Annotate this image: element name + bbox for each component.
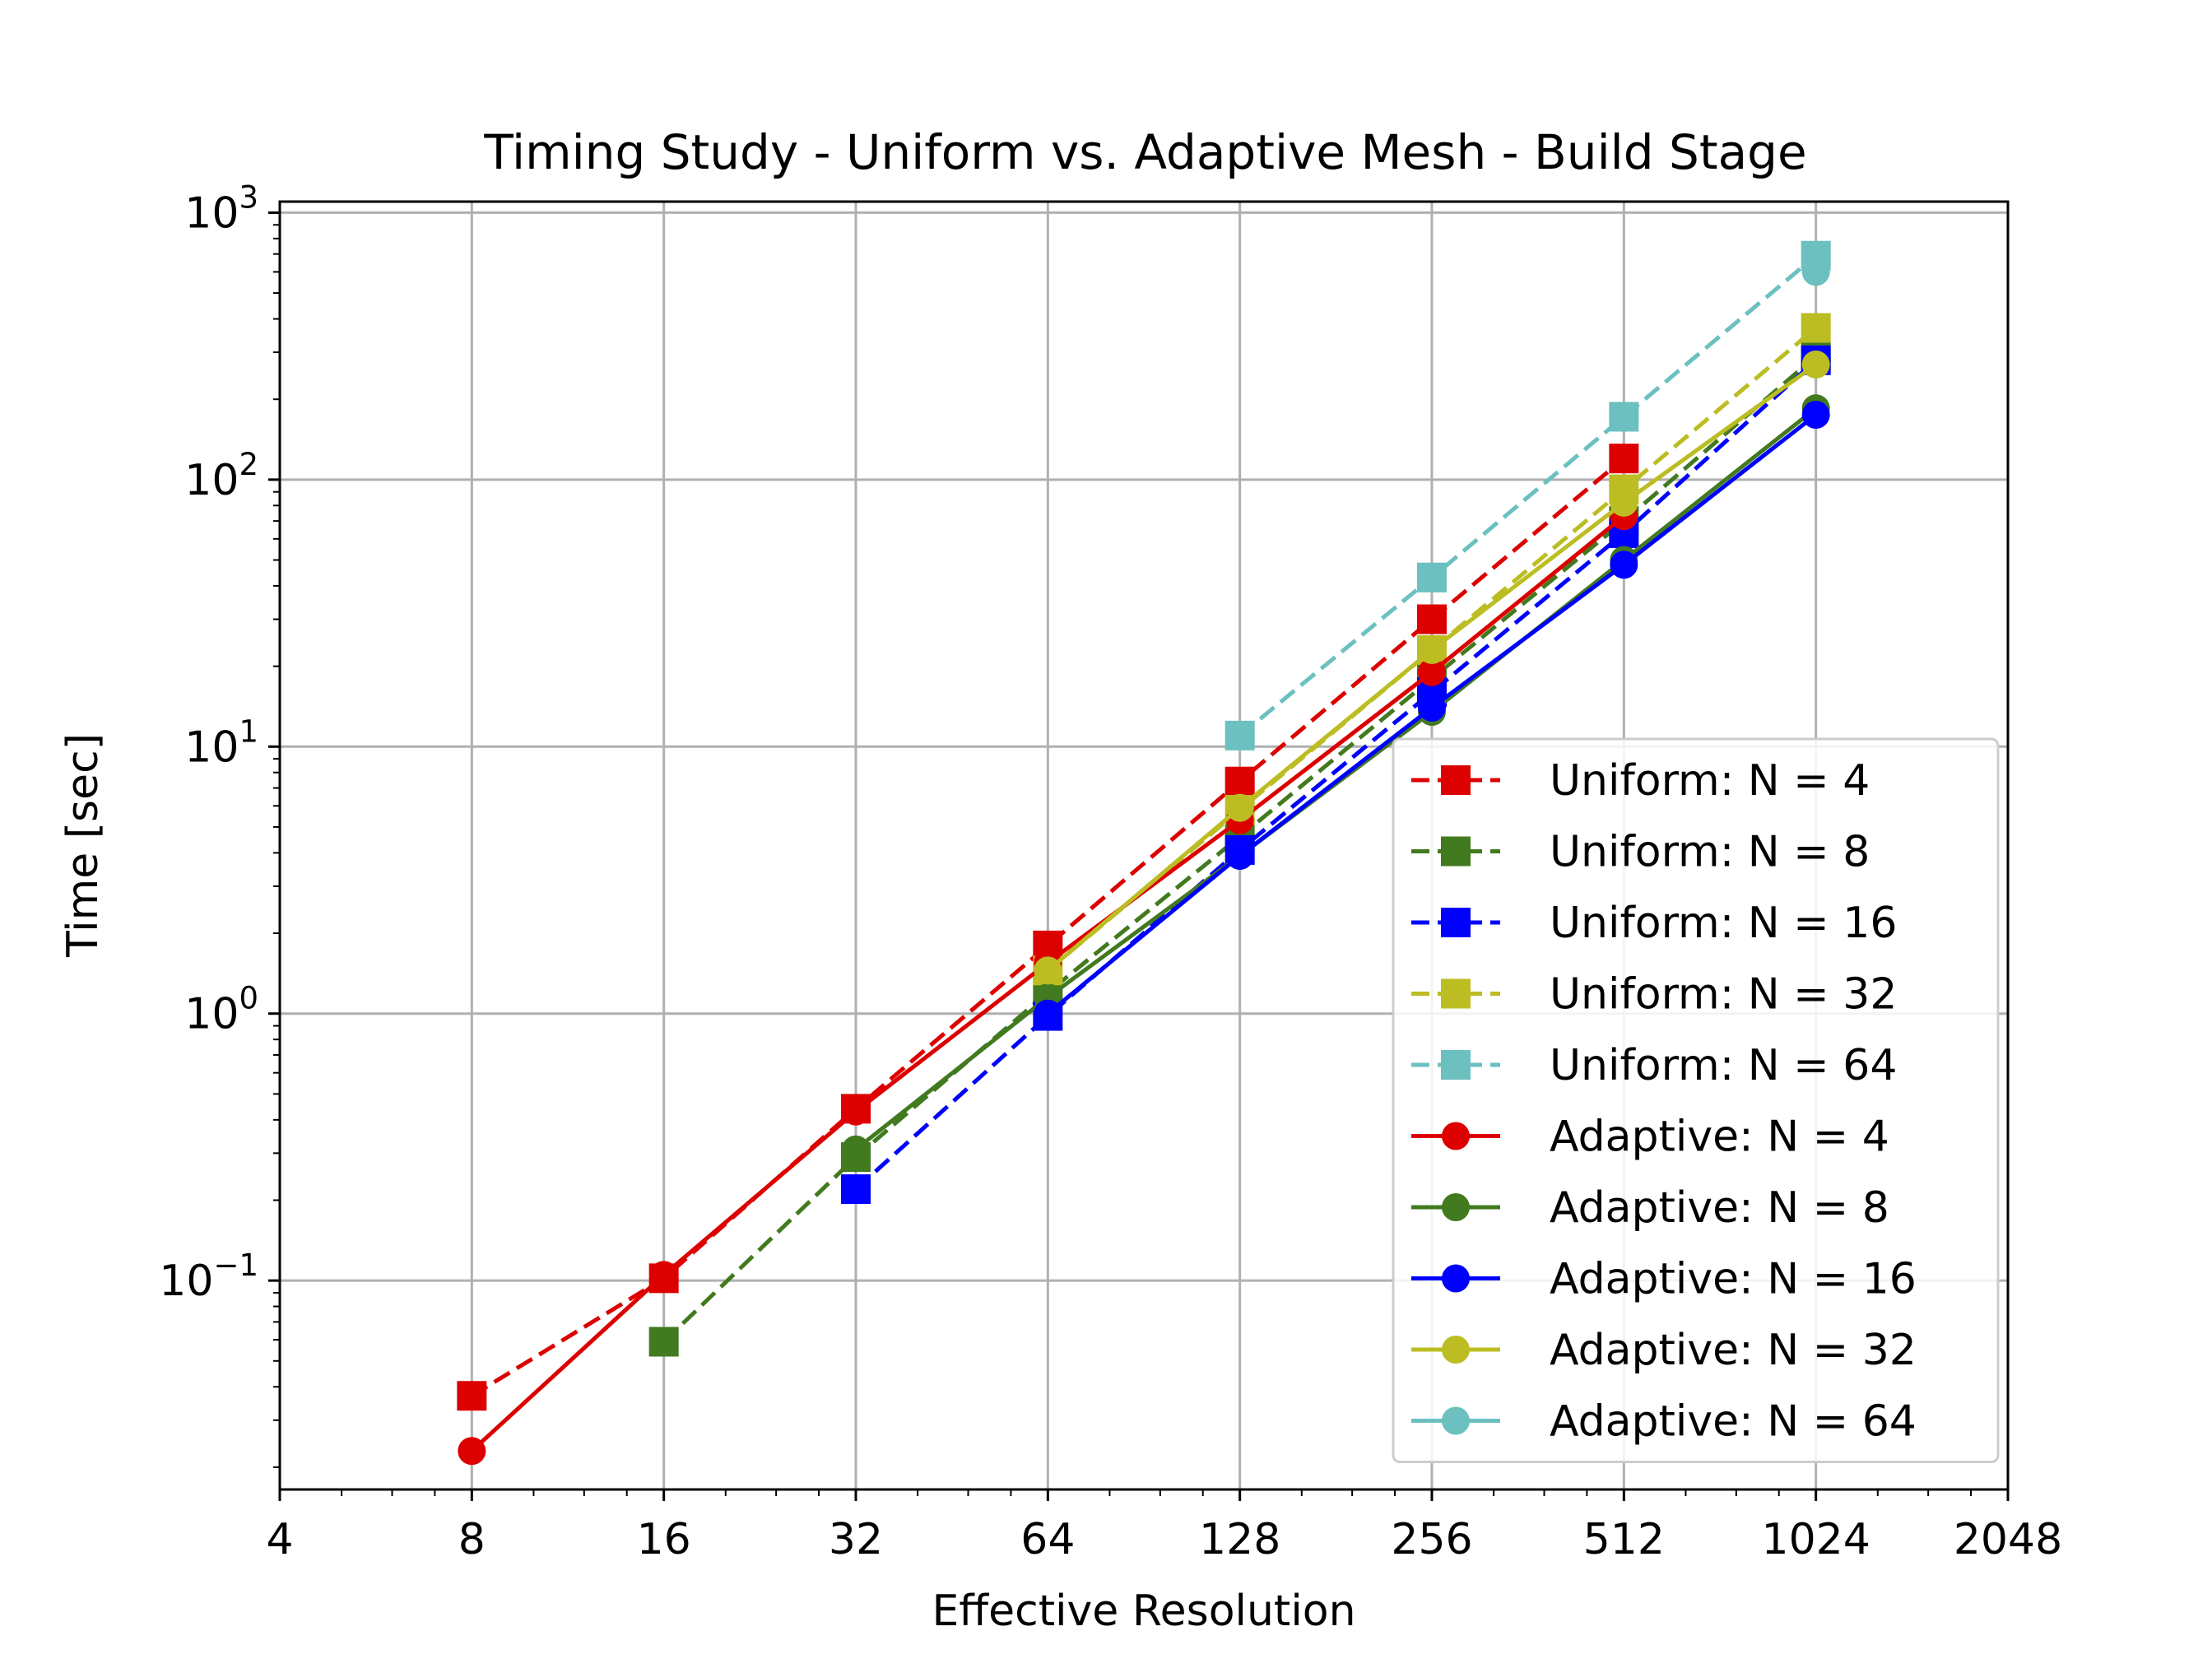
x-tick-label: 512 [1583, 1515, 1665, 1564]
circle-marker [1418, 658, 1446, 686]
y-axis-label: Time [sec] [58, 733, 108, 958]
circle-marker [1034, 999, 1062, 1028]
x-tick-label: 4 [266, 1515, 293, 1564]
legend-item: Adaptive: N = 4 [1411, 1113, 1889, 1162]
plot-frame [278, 200, 2010, 1491]
y-tick-label: 101 [184, 713, 258, 772]
circle-marker [1225, 841, 1254, 870]
circle-marker [1610, 551, 1638, 579]
legend-label: Adaptive: N = 64 [1550, 1397, 1917, 1447]
circle-marker [1418, 693, 1446, 722]
legend-label: Uniform: N = 16 [1550, 899, 1897, 948]
series-group [1801, 258, 1830, 286]
legend-item: Adaptive: N = 32 [1411, 1326, 1917, 1375]
y-tick-label: 100 [184, 981, 258, 1039]
series-group [1034, 401, 1830, 1028]
x-axis-label: Effective Resolution [932, 1587, 1355, 1636]
legend-marker [1441, 978, 1471, 1009]
legend-label: Adaptive: N = 32 [1550, 1326, 1917, 1375]
legend-item: Uniform: N = 32 [1411, 970, 1897, 1020]
circle-marker [842, 1097, 870, 1126]
legend: Uniform: N = 4 Uniform: N = 8 Uniform: N =… [1392, 737, 2000, 1463]
x-tick-label: 2048 [1954, 1515, 2062, 1564]
square-marker [1609, 402, 1639, 432]
x-tick-label: 64 [1020, 1515, 1075, 1564]
x-tick-label: 32 [829, 1515, 883, 1564]
square-marker [457, 1381, 487, 1411]
circle-marker [1034, 956, 1062, 985]
circle-marker [842, 1135, 870, 1164]
legend-item: Uniform: N = 64 [1411, 1041, 1897, 1090]
x-tick-label: 8 [458, 1515, 486, 1564]
legend-label: Uniform: N = 8 [1550, 828, 1870, 877]
legend-marker [1441, 836, 1471, 867]
circle-marker [1801, 258, 1830, 286]
y-tick-label: 10−1 [159, 1248, 258, 1306]
series-group [1034, 350, 1830, 985]
square-marker [648, 1327, 679, 1357]
circle-marker [1610, 488, 1638, 517]
square-marker [1224, 766, 1255, 797]
x-tick-label: 256 [1391, 1515, 1472, 1564]
series-group [1224, 240, 1831, 750]
legend-marker [1442, 1193, 1470, 1221]
axis-ticks: 4 8 16 32 64 128 256 512 1024 2048 10−1 100 101 102 10… [159, 179, 2062, 1564]
square-marker [1417, 562, 1447, 592]
series-line [854, 358, 1818, 1191]
x-tick-label: 128 [1199, 1515, 1280, 1564]
legend-item: Uniform: N = 16 [1411, 899, 1897, 948]
circle-marker [1418, 635, 1446, 664]
circle-marker [458, 1437, 486, 1466]
legend-marker [1442, 1336, 1470, 1364]
legend-marker [1441, 908, 1471, 937]
y-tick-label: 102 [184, 447, 258, 505]
legend-box [1392, 737, 2000, 1463]
legend-label: Uniform: N = 64 [1550, 1041, 1897, 1090]
legend-label: Adaptive: N = 16 [1550, 1255, 1917, 1304]
legend-label: Uniform: N = 4 [1550, 756, 1870, 806]
y-tick-label: 103 [184, 179, 258, 238]
legend-marker [1441, 765, 1471, 795]
chart-title: Timing Study - Uniform vs. Adaptive Mesh… [483, 124, 1806, 180]
series-line [1238, 253, 1818, 737]
legend-marker [1442, 1264, 1470, 1293]
square-marker [841, 1174, 871, 1205]
legend-marker [1442, 1406, 1470, 1435]
x-tick-label: 16 [637, 1515, 691, 1564]
legend-label: Adaptive: N = 4 [1550, 1113, 1889, 1162]
legend-item: Adaptive: N = 16 [1411, 1255, 1917, 1304]
circle-marker [1801, 401, 1830, 430]
legend-item: Uniform: N = 8 [1411, 828, 1870, 877]
x-tick-label: 1024 [1761, 1515, 1870, 1564]
square-marker [1801, 313, 1831, 343]
square-marker [1609, 444, 1639, 474]
legend-marker [1441, 1050, 1471, 1080]
legend-item: Adaptive: N = 64 [1411, 1397, 1917, 1447]
series-layer [457, 240, 1831, 1466]
legend-label: Adaptive: N = 8 [1550, 1183, 1889, 1233]
square-marker [1224, 720, 1255, 750]
circle-marker [649, 1261, 678, 1290]
legend-label: Uniform: N = 32 [1550, 970, 1897, 1020]
circle-marker [1801, 350, 1830, 379]
legend-item: Uniform: N = 4 [1411, 756, 1870, 806]
legend-marker [1442, 1122, 1470, 1150]
circle-marker [1225, 793, 1254, 822]
square-marker [1417, 604, 1447, 634]
legend-item: Adaptive: N = 8 [1411, 1183, 1889, 1233]
